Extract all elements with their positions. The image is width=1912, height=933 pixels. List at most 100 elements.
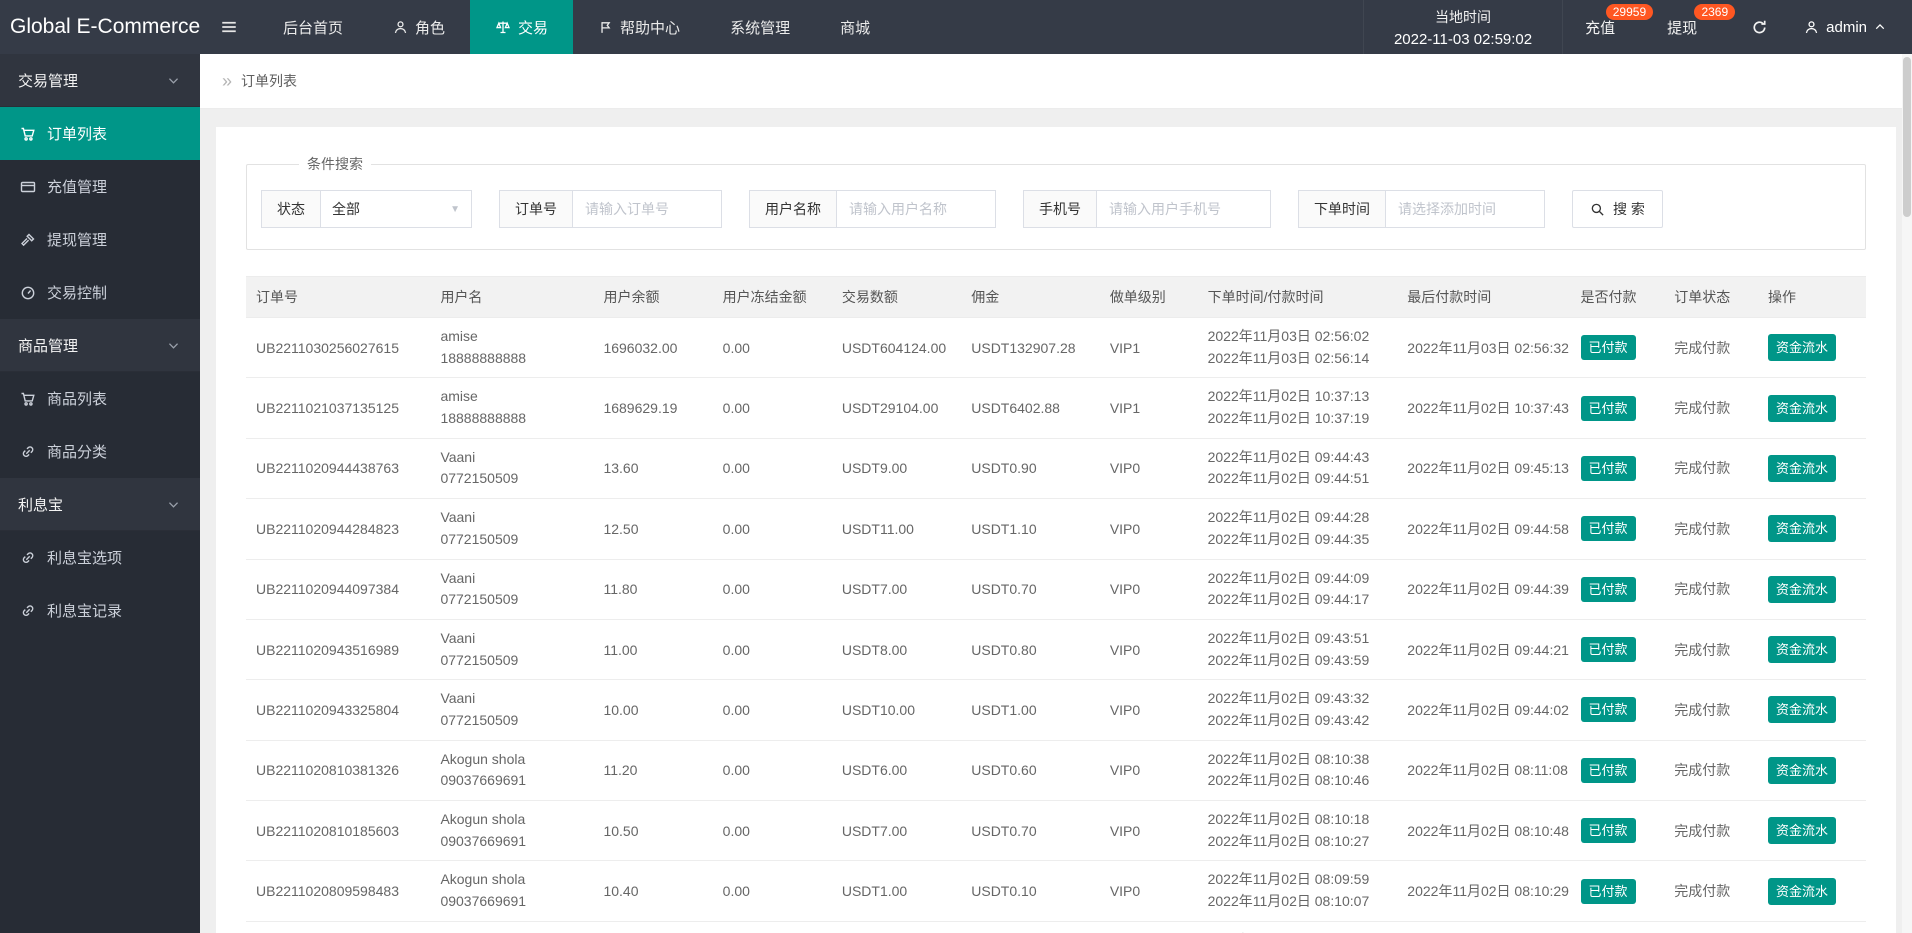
sidebar-group-header[interactable]: 商品管理 xyxy=(0,319,200,372)
order-time-input[interactable] xyxy=(1385,190,1545,228)
order-no-cell: UB2211020943516989 xyxy=(256,641,399,658)
local-time: 当地时间 2022-11-03 02:59:02 xyxy=(1362,0,1564,54)
frozen-cell: 0.00 xyxy=(722,581,750,598)
status-label: 状态 xyxy=(261,190,320,228)
fund-flow-button[interactable]: 资金流水 xyxy=(1767,575,1836,603)
paid-status-badge: 已付款 xyxy=(1580,576,1636,602)
menu-toggle-button[interactable] xyxy=(200,0,258,54)
last-pay-time-cell: 2022年11月02日 08:10:48 xyxy=(1407,822,1569,839)
scrollbar-thumb[interactable] xyxy=(1903,57,1911,217)
fund-flow-button[interactable]: 资金流水 xyxy=(1767,636,1836,664)
sidebar-item-商品列表[interactable]: 商品列表 xyxy=(0,372,200,425)
status-filter: 状态 全部 ▼ xyxy=(261,190,472,228)
order-no-input[interactable] xyxy=(572,190,722,228)
order-pay-time-cell: 2022年11月02日 09:43:32 2022年11月02日 09:43:4… xyxy=(1207,690,1370,728)
paid-cell: 已付款 xyxy=(1573,801,1667,861)
frozen-cell: 0.00 xyxy=(722,520,750,537)
frozen-cell: 0.00 xyxy=(722,460,750,477)
last-pay-time-cell: 2022年11月02日 09:44:21 xyxy=(1407,641,1569,658)
fund-flow-button[interactable]: 资金流水 xyxy=(1767,394,1836,422)
search-button[interactable]: 搜 索 xyxy=(1572,190,1663,228)
fund-flow-button[interactable]: 资金流水 xyxy=(1767,877,1836,905)
nav-item-mall[interactable]: 商城 xyxy=(840,19,871,37)
sidebar-item-利息宝选项[interactable]: 利息宝选项 xyxy=(0,531,200,584)
column-header: 用户名 xyxy=(432,276,596,318)
nav-item-dashboard[interactable]: 后台首页 xyxy=(283,19,344,37)
username-input[interactable] xyxy=(836,190,996,228)
column-header: 操作 xyxy=(1759,276,1866,318)
column-header: 最后付款时间 xyxy=(1399,276,1573,318)
user-cell: Vaani 0772150509 xyxy=(440,569,519,608)
table-row: UB2211020810185603 Akogun shola 09037669… xyxy=(246,801,1866,861)
order-status-cell: 完成付款 xyxy=(1674,822,1731,839)
balance-cell: 1689629.19 xyxy=(603,400,678,417)
amount-cell: USDT11.00 xyxy=(841,520,914,537)
withdraw-button[interactable]: 提现 2369 xyxy=(1645,0,1736,54)
paid-cell: 已付款 xyxy=(1573,619,1667,679)
paid-cell: 已付款 xyxy=(1573,499,1667,559)
username-label: 用户名称 xyxy=(749,190,836,228)
paid-status-badge: 已付款 xyxy=(1580,455,1636,481)
order-status-cell: 完成付款 xyxy=(1674,883,1731,900)
sidebar-group-header[interactable]: 交易管理 xyxy=(0,54,200,107)
top-nav: 后台首页 角色 交易 帮助中心 系统管理 商城 xyxy=(258,0,895,54)
fund-flow-button[interactable]: 资金流水 xyxy=(1767,817,1836,845)
sidebar-group-header[interactable]: 利息宝 xyxy=(0,478,200,531)
phone-input[interactable] xyxy=(1096,190,1271,228)
link-icon xyxy=(20,444,36,460)
order-no-cell: UB2211020944097384 xyxy=(256,581,399,598)
paid-cell: 已付款 xyxy=(1573,318,1667,378)
level-cell: VIP1 xyxy=(1109,339,1141,356)
fund-flow-button[interactable]: 资金流水 xyxy=(1767,334,1836,362)
sidebar-item-提现管理[interactable]: 提现管理 xyxy=(0,213,200,266)
user-cell: Akogun shola 09037669691 xyxy=(440,750,527,789)
commission-cell: USDT6402.88 xyxy=(971,400,1060,417)
vertical-scrollbar[interactable] xyxy=(1902,54,1912,933)
action-cell: 资金流水 xyxy=(1760,680,1866,740)
fund-flow-button[interactable]: 资金流水 xyxy=(1767,756,1836,784)
commission-cell: USDT0.70 xyxy=(971,822,1037,839)
sidebar-item-利息宝记录[interactable]: 利息宝记录 xyxy=(0,584,200,637)
refresh-button[interactable] xyxy=(1727,0,1792,54)
app-logo: Global E-Commerce... xyxy=(10,15,200,38)
sidebar-item-订单列表[interactable]: 订单列表 xyxy=(0,107,200,160)
fund-flow-button[interactable]: 资金流水 xyxy=(1767,696,1836,724)
recharge-count-badge: 29959 xyxy=(1605,4,1654,20)
user-menu[interactable]: admin xyxy=(1792,0,1912,54)
fund-flow-button[interactable]: 资金流水 xyxy=(1767,515,1836,543)
action-cell: 资金流水 xyxy=(1760,378,1866,438)
paid-cell: 已付款 xyxy=(1573,378,1667,438)
amount-cell: USDT604124.00 xyxy=(841,339,947,356)
last-pay-time-cell: 2022年11月02日 08:10:02 xyxy=(1399,921,1572,933)
nav-item-system[interactable]: 系统管理 xyxy=(730,19,791,37)
action-cell: 资金流水 xyxy=(1760,499,1866,559)
frozen-cell: 0.00 xyxy=(722,701,750,718)
order-status-cell: 完成付款 xyxy=(1674,339,1731,356)
sidebar-item-商品分类[interactable]: 商品分类 xyxy=(0,425,200,478)
topbar: Global E-Commerce... 后台首页 角色 交易 帮助中心 系统管… xyxy=(0,0,1912,54)
user-cell: Akogun shola 09037669691 xyxy=(440,811,527,849)
amount-cell: USDT3.00 xyxy=(834,921,963,933)
table-header-row: 订单号 用户名 用户余额 用户冻结金额 交易数额 佣金 做单级别 下单时间/付款时间 最后付款时… xyxy=(246,276,1866,318)
nav-item-roles[interactable]: 角色 xyxy=(368,0,470,54)
user-cell: Vaani 0772150509 xyxy=(440,629,519,668)
balance-cell: 13.60 xyxy=(603,460,639,477)
balance-cell: 10.50 xyxy=(603,822,639,839)
nav-item-help-center[interactable]: 帮助中心 xyxy=(573,0,705,54)
username-filter: 用户名称 xyxy=(749,190,996,228)
order-pay-time-cell: 2022年11月02日 10:37:13 2022年11月02日 10:37:1… xyxy=(1207,388,1370,427)
nav-item-trade[interactable]: 交易 xyxy=(470,0,574,54)
paid-status-badge: 已付款 xyxy=(1580,395,1636,421)
action-cell: 资金流水 xyxy=(1760,559,1866,619)
paid-status-badge: 已付款 xyxy=(1580,697,1636,723)
balance-cell: 12.50 xyxy=(603,520,639,537)
frozen-cell: 0.00 xyxy=(722,883,750,900)
recharge-button[interactable]: 充值 29959 xyxy=(1563,0,1654,54)
fund-flow-button[interactable]: 资金流水 xyxy=(1767,454,1836,482)
status-select[interactable]: 全部 ▼ xyxy=(320,190,472,228)
order-no-cell: UB2211030256027615 xyxy=(256,339,399,356)
orders-table: 订单号 用户名 用户余额 用户冻结金额 交易数额 佣金 做单级别 下单时间/付款时间 最后付款时… xyxy=(246,276,1866,933)
sidebar-item-交易控制[interactable]: 交易控制 xyxy=(0,266,200,319)
breadcrumb: » 订单列表 xyxy=(200,54,1912,109)
sidebar-item-充值管理[interactable]: 充值管理 xyxy=(0,160,200,213)
